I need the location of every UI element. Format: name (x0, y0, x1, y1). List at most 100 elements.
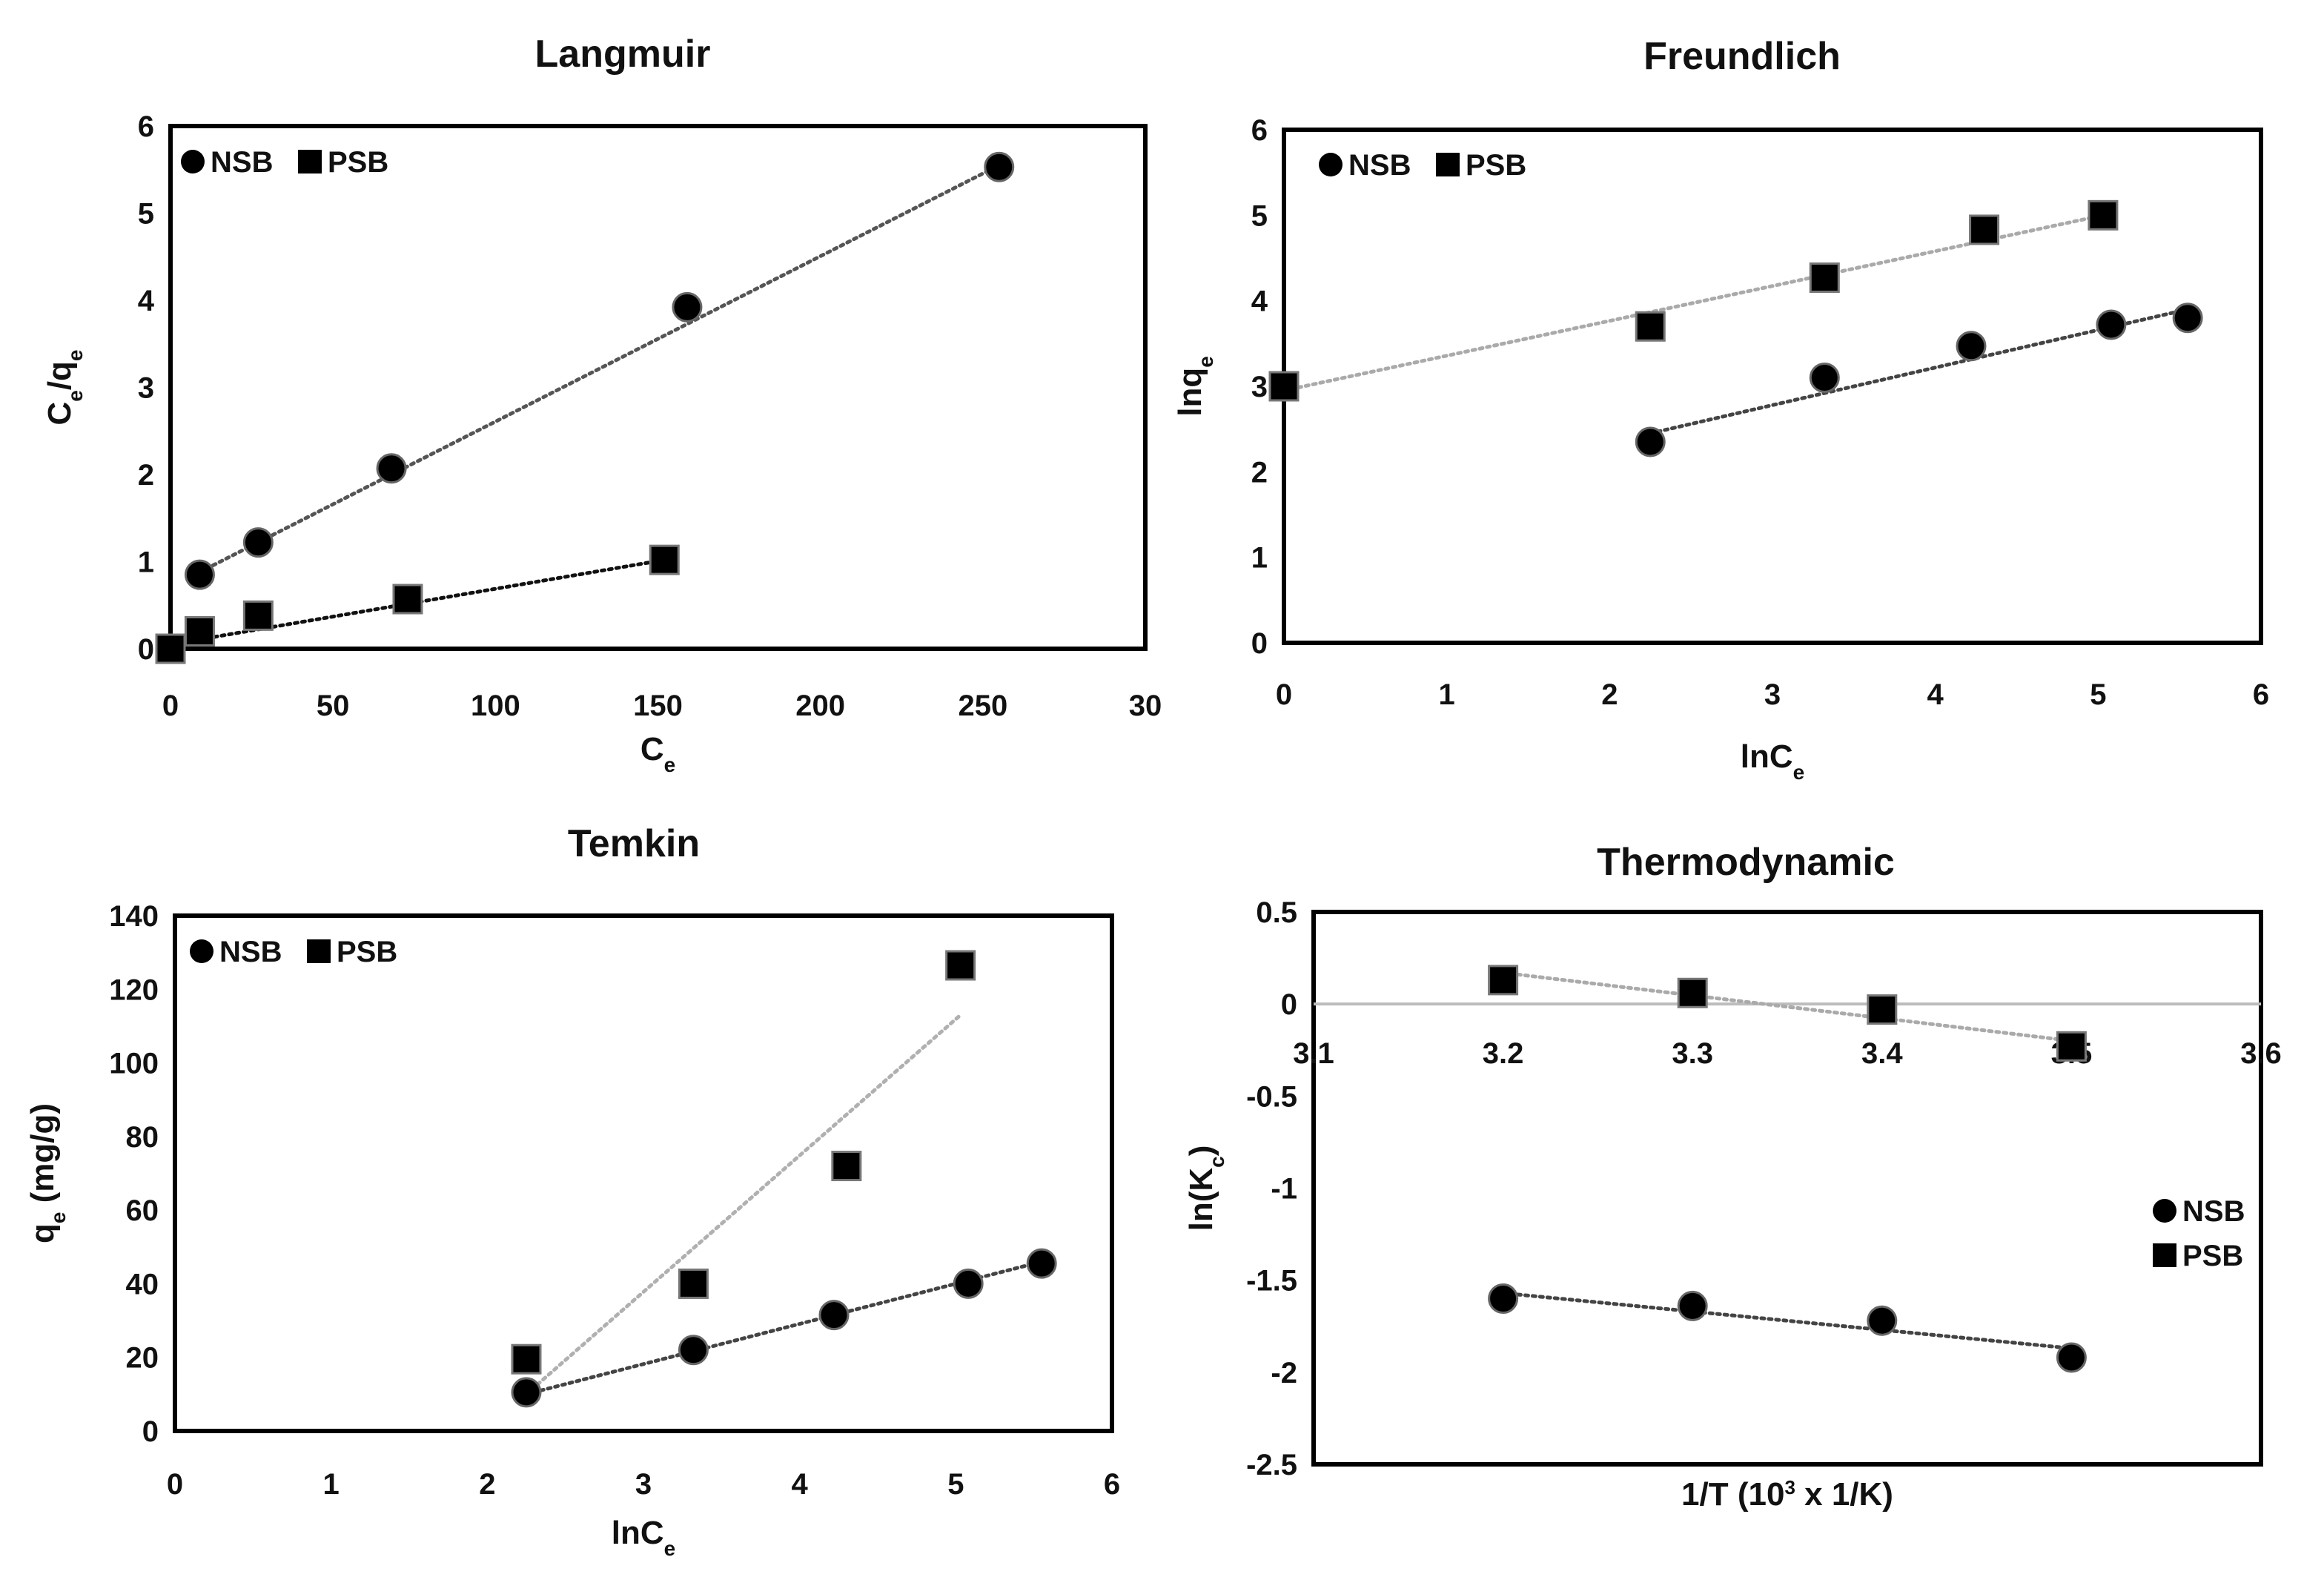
langmuir-nsb-trendline (197, 163, 1002, 575)
thermodynamic-y-tick-label: 0 (1281, 988, 1297, 1021)
thermodynamic-nsb-point (1677, 1290, 1708, 1321)
langmuir-y-tick-label: 2 (138, 459, 154, 492)
thermodynamic-x-tick-label: 3.6 (2240, 1037, 2282, 1070)
thermodynamic-x-axis-label: 1/T (103 x 1/K) (1681, 1476, 1893, 1513)
langmuir-nsb-point (242, 527, 274, 558)
thermodynamic-y-tick-label: 0.5 (1256, 896, 1297, 929)
thermodynamic-title: Thermodynamic (1597, 841, 1895, 884)
temkin-y-tick-label: 0 (142, 1415, 159, 1448)
temkin-y-tick-label: 40 (126, 1268, 159, 1300)
temkin-title: Temkin (568, 822, 700, 865)
thermodynamic-psb-point (2056, 1031, 2087, 1062)
freundlich-x-tick-label: 2 (1601, 678, 1618, 711)
freundlich-y-axis-label: lnqe (1172, 356, 1217, 417)
langmuir-y-tick-label: 6 (138, 110, 154, 143)
temkin-x-tick-label: 6 (1104, 1468, 1120, 1501)
freundlich-y-tick-label: 4 (1251, 285, 1268, 318)
freundlich-nsb-point (1956, 331, 1987, 362)
temkin-y-axis-label: qe (mg/g) (24, 1103, 70, 1243)
langmuir-y-tick-label: 0 (138, 633, 154, 666)
thermodynamic-psb-trendline (1501, 971, 2073, 1043)
temkin-y-tick-label: 20 (126, 1342, 159, 1375)
thermodynamic-psb-point (1677, 977, 1708, 1008)
temkin-nsb-point (1026, 1248, 1057, 1279)
langmuir-legend-nsb-label: NSB (211, 146, 273, 179)
langmuir-psb-point (155, 633, 186, 664)
thermodynamic-psb-point (1488, 965, 1519, 996)
thermodynamic-legend-nsb-label: NSB (2182, 1195, 2245, 1228)
freundlich-psb-point (1635, 311, 1666, 342)
temkin-nsb-point (818, 1300, 850, 1331)
freundlich-nsb-point (1809, 362, 1840, 393)
freundlich-legend-psb-marker (1436, 153, 1460, 176)
langmuir-plot-frame (168, 124, 1148, 651)
temkin-x-axis-label: lnCe (612, 1515, 675, 1560)
freundlich-x-tick-label: 0 (1276, 678, 1292, 711)
langmuir-psb-point (242, 600, 274, 631)
langmuir-psb-point (184, 616, 215, 647)
thermodynamic-chart: Thermodynamic -2.5 -2 -1.5 -1 -0.5 0 0.5 3.1 3.2 3… (1183, 841, 2282, 1513)
temkin-legend-nsb-marker (190, 939, 213, 963)
temkin-x-tick-label: 5 (947, 1468, 964, 1501)
freundlich-x-tick-label: 4 (1927, 678, 1944, 711)
temkin-x-tick-label: 0 (167, 1468, 183, 1501)
freundlich-psb-trendline (1282, 213, 2105, 393)
thermodynamic-nsb-point (1488, 1283, 1519, 1314)
temkin-x-tick-label: 2 (479, 1468, 495, 1501)
langmuir-nsb-point (672, 291, 703, 323)
freundlich-chart: Freundlich 0 1 2 3 4 5 6 0 1 2 3 4 5 6 lnCe lnqe NSB PSB (1172, 35, 2269, 784)
freundlich-legend-nsb-label: NSB (1348, 149, 1411, 182)
temkin-legend-psb-label: PSB (337, 936, 397, 968)
freundlich-x-tick-label: 1 (1439, 678, 1455, 711)
langmuir-x-tick-label: 30 (1129, 690, 1162, 722)
freundlich-psb-point (1969, 214, 2000, 245)
langmuir-y-tick-label: 5 (138, 198, 154, 231)
langmuir-chart: Langmuir 0 1 2 3 4 5 6 0 50 100 150 200 250 30 Ce Ce/qe N… (42, 33, 1162, 776)
freundlich-nsb-point (2172, 303, 2203, 334)
langmuir-legend-psb-marker (298, 150, 322, 173)
thermodynamic-y-tick-label: -1 (1271, 1173, 1297, 1206)
temkin-psb-point (678, 1268, 709, 1299)
temkin-x-tick-label: 3 (635, 1468, 652, 1501)
freundlich-legend-psb-label: PSB (1466, 149, 1526, 182)
langmuir-nsb-point (184, 559, 215, 590)
freundlich-x-tick-label: 6 (2253, 678, 2269, 711)
langmuir-y-tick-label: 3 (138, 372, 154, 405)
thermodynamic-y-tick-label: -2 (1271, 1357, 1297, 1389)
freundlich-nsb-point (1635, 426, 1666, 457)
temkin-psb-trendline (524, 1013, 963, 1396)
langmuir-x-tick-label: 250 (958, 690, 1007, 722)
temkin-legend-nsb-label: NSB (219, 936, 282, 968)
thermodynamic-legend-psb-label: PSB (2182, 1240, 2243, 1272)
langmuir-legend-psb-label: PSB (328, 146, 388, 179)
langmuir-x-tick-label: 50 (317, 690, 350, 722)
thermodynamic-plot-frame (1311, 910, 2263, 1467)
langmuir-y-axis-label: Ce/qe (42, 349, 87, 425)
freundlich-x-axis-label: lnCe (1741, 738, 1804, 784)
temkin-y-tick-label: 140 (109, 900, 159, 933)
temkin-y-tick-label: 120 (109, 974, 159, 1006)
langmuir-y-tick-label: 4 (138, 285, 155, 317)
temkin-legend-psb-marker (307, 939, 331, 963)
temkin-plot-frame (173, 913, 1114, 1433)
freundlich-y-tick-label: 5 (1251, 199, 1268, 232)
thermodynamic-x-tick-label: 3.4 (1861, 1037, 1903, 1070)
langmuir-x-tick-label: 0 (162, 690, 179, 722)
langmuir-psb-point (392, 584, 423, 615)
langmuir-y-tick-label: 1 (138, 546, 154, 579)
thermodynamic-nsb-point (1867, 1305, 1898, 1336)
langmuir-x-tick-label: 150 (633, 690, 683, 722)
thermodynamic-legend-nsb-marker (2153, 1199, 2176, 1223)
freundlich-y-tick-label: 0 (1251, 627, 1268, 660)
langmuir-nsb-point (376, 453, 407, 484)
langmuir-x-tick-label: 200 (795, 690, 845, 722)
thermodynamic-legend-psb-marker (2153, 1243, 2176, 1267)
langmuir-legend-nsb-marker (181, 150, 205, 173)
temkin-psb-point (511, 1343, 542, 1375)
temkin-y-tick-label: 100 (109, 1048, 159, 1080)
thermodynamic-nsb-trendline (1501, 1291, 2073, 1351)
freundlich-psb-point (1809, 262, 1840, 294)
thermodynamic-nsb-point (2056, 1342, 2087, 1373)
temkin-y-tick-label: 60 (126, 1194, 159, 1227)
